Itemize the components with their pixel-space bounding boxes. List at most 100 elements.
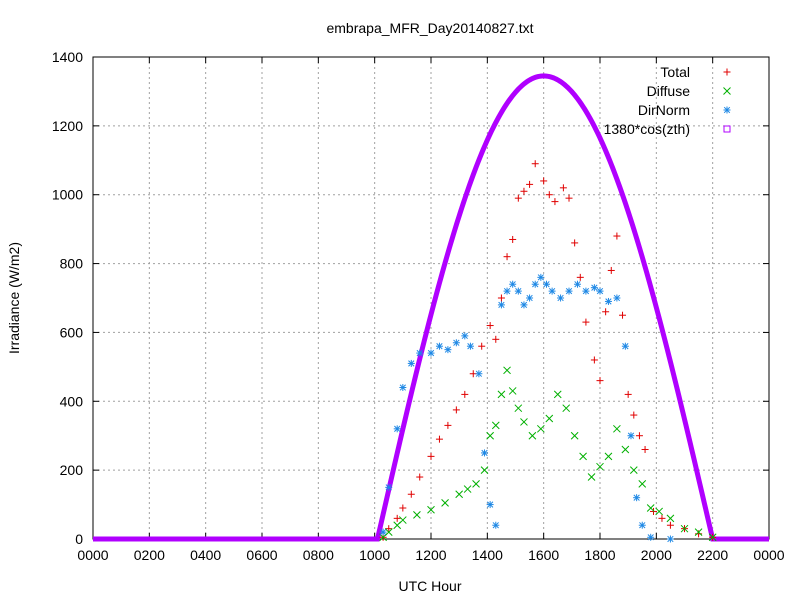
data-point: [565, 194, 573, 202]
data-point: [435, 435, 443, 443]
data-point: [545, 191, 553, 199]
data-point: [393, 514, 401, 522]
legend-label: Total: [660, 64, 690, 80]
data-point: [509, 235, 517, 243]
data-point: [655, 507, 664, 516]
data-point: [562, 404, 571, 413]
data-point: [379, 528, 387, 536]
data-point: [666, 514, 675, 523]
data-point: [481, 449, 489, 457]
data-point: [551, 198, 559, 206]
data-point: [452, 406, 460, 414]
data-point: [666, 535, 674, 543]
y-tick-label: 0: [75, 531, 83, 547]
x-tick-label: 0000: [77, 547, 108, 563]
data-point: [557, 294, 565, 302]
data-point: [528, 431, 537, 440]
data-point: [427, 452, 435, 460]
data-point: [638, 480, 647, 488]
data-point: [492, 521, 500, 529]
data-point: [520, 301, 528, 309]
x-tick-label: 0600: [246, 547, 277, 563]
legend-marker: [723, 68, 731, 76]
data-point: [680, 524, 689, 533]
data-point: [613, 294, 621, 302]
data-point: [463, 485, 472, 493]
data-point: [666, 521, 674, 529]
data-point: [596, 287, 604, 295]
data-point: [545, 414, 554, 423]
data-point: [559, 184, 567, 192]
legend-marker: [723, 125, 731, 133]
y-tick-label: 400: [60, 393, 84, 409]
data-point: [694, 528, 703, 536]
data-point: [466, 342, 474, 350]
data-point: [491, 421, 500, 430]
data-point: [537, 273, 545, 281]
data-point: [444, 346, 452, 354]
series-diffuse: [379, 366, 717, 542]
data-point: [607, 266, 615, 274]
data-point: [573, 280, 581, 288]
data-point: [435, 342, 443, 350]
data-point: [582, 318, 590, 326]
data-point: [486, 501, 494, 509]
legend-marker: [723, 106, 731, 114]
x-axis-label: UTC Hour: [398, 578, 461, 594]
data-point: [444, 421, 452, 429]
data-point: [708, 533, 717, 542]
data-point: [531, 160, 539, 168]
legend-label: Diffuse: [647, 83, 691, 99]
y-tick-label: 1000: [52, 187, 83, 203]
data-point: [407, 359, 415, 367]
data-point: [629, 466, 638, 474]
data-point: [520, 418, 528, 426]
data-point: [480, 466, 489, 474]
data-point: [604, 297, 612, 305]
data-point: [604, 452, 613, 461]
data-point: [441, 498, 449, 507]
y-tick-label: 1200: [52, 118, 83, 134]
data-point: [571, 239, 579, 247]
data-point: [520, 187, 528, 195]
data-point: [475, 370, 483, 378]
data-point: [627, 432, 635, 440]
x-tick-label: 0200: [134, 547, 165, 563]
x-tick-label: 0800: [303, 547, 334, 563]
legend-marker: [723, 87, 731, 95]
data-point: [647, 533, 655, 541]
y-tick-label: 800: [60, 256, 84, 272]
series-cos-zth: [93, 73, 769, 542]
data-point: [461, 332, 469, 340]
data-point: [695, 530, 703, 538]
data-point: [621, 342, 629, 350]
data-point: [398, 516, 407, 524]
x-tick-label: 0400: [190, 547, 221, 563]
data-point: [486, 322, 494, 330]
data-point: [497, 294, 505, 302]
data-point: [385, 483, 393, 491]
data-point: [565, 287, 573, 295]
series-dirnorm: [379, 273, 674, 543]
data-point: [399, 504, 407, 512]
y-tick-label: 1400: [52, 49, 83, 65]
data-point: [596, 377, 604, 385]
x-tick-label: 1200: [415, 547, 446, 563]
data-point: [385, 525, 393, 533]
x-tick-label: 1800: [584, 547, 615, 563]
y-axis-ticks: 0 200 400 600 800 1000 1200 1400: [52, 49, 769, 547]
data-point: [590, 284, 598, 292]
data-point: [613, 232, 621, 240]
data-point: [630, 411, 638, 419]
data-point: [503, 253, 511, 261]
data-point: [602, 308, 610, 316]
data-point: [514, 404, 523, 413]
series-cos-zth-curve: [93, 73, 769, 542]
data-point: [526, 294, 534, 302]
legend-label: DirNorm: [638, 102, 690, 118]
y-tick-label: 200: [60, 462, 84, 478]
data-point: [531, 280, 539, 288]
x-tick-label: 0000: [753, 547, 784, 563]
data-point: [416, 349, 424, 357]
x-tick-label: 1000: [359, 547, 390, 563]
